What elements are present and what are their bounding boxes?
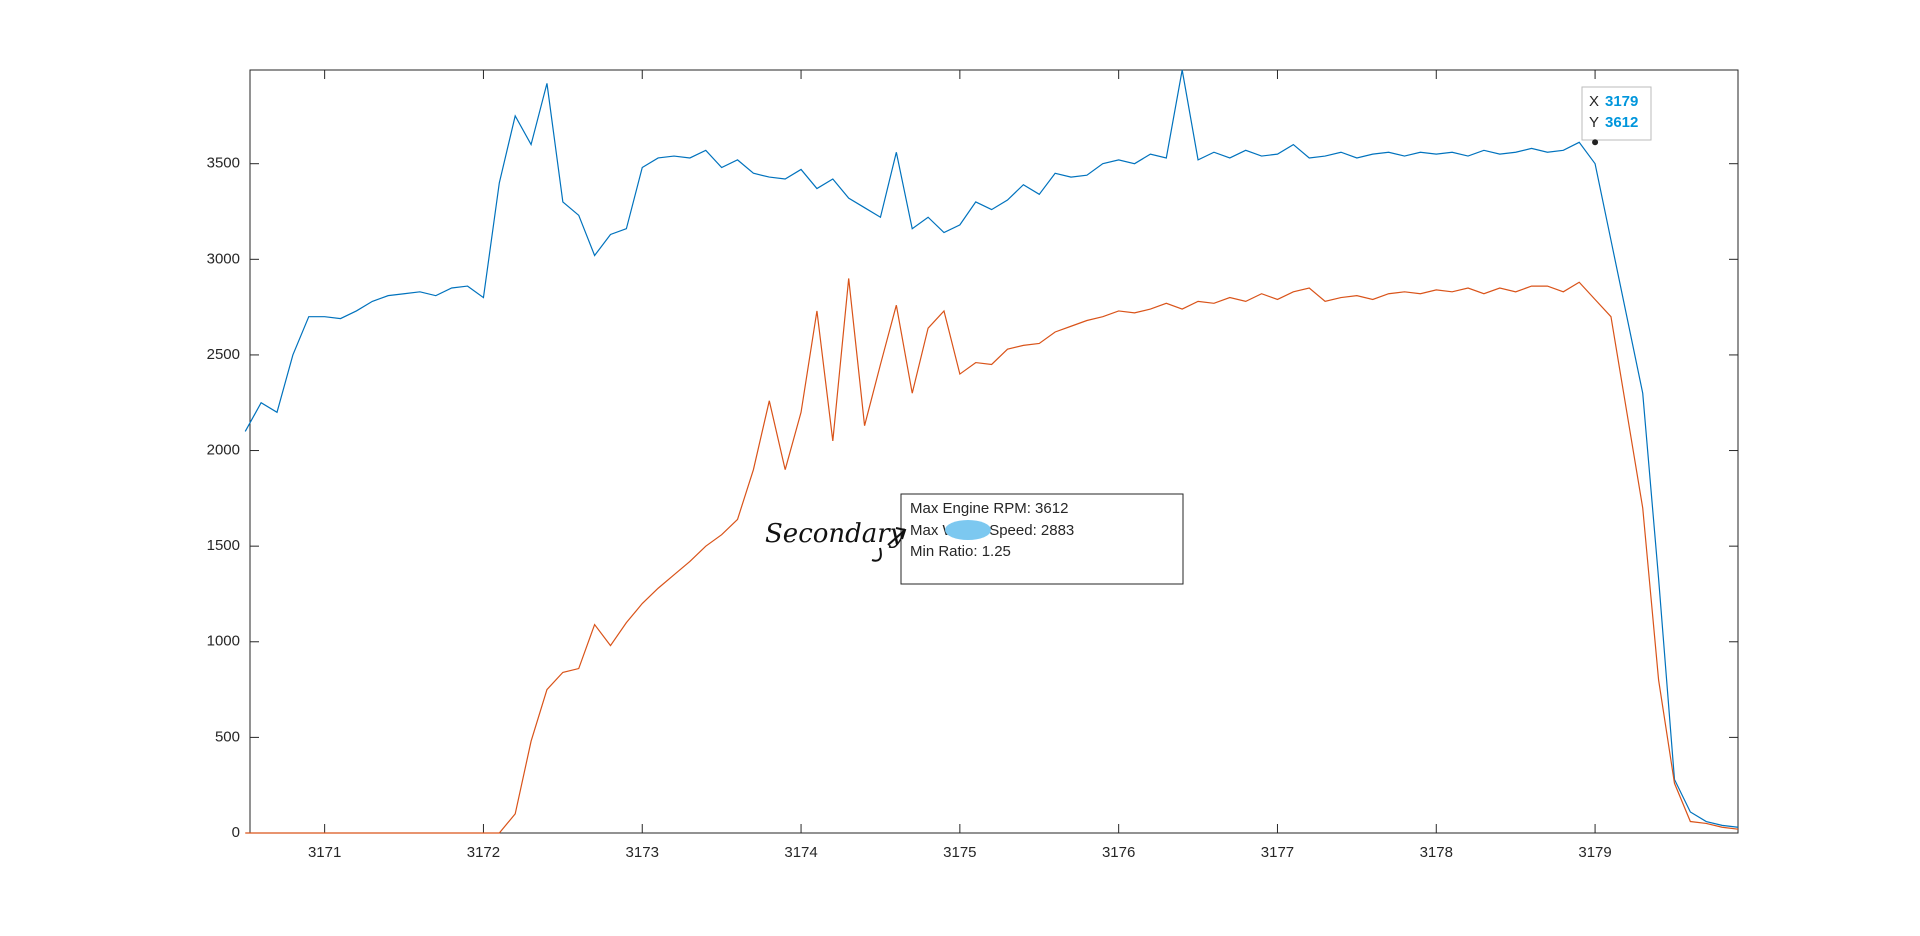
- plot-area: 3171 3172 3173 3174 3175 3176 3177 3178 3179 0 500…: [207, 69, 1739, 861]
- handwritten-note: Secondary: [765, 519, 905, 549]
- annotation-line: Max Engine RPM: 3612: [910, 500, 1068, 517]
- handwritten-arrow: [871, 527, 907, 562]
- x-tick-label: 3178: [1420, 844, 1453, 861]
- y-tick-label: 2500: [207, 346, 240, 363]
- x-tick-label: 3179: [1578, 844, 1611, 861]
- y-tick-label: 3500: [207, 155, 240, 172]
- annotation-box: [900, 493, 1184, 585]
- annotation-line: Min Ratio: 1.25: [910, 543, 1011, 560]
- datatip-value: 3179: [1605, 93, 1638, 110]
- annotation-line: Max Wheel Speed: 2883: [910, 522, 1074, 539]
- x-tick-label: 3173: [626, 844, 659, 861]
- redaction-blur: [945, 520, 991, 540]
- y-tick-label: 2000: [207, 442, 240, 459]
- datatip-label: Y: [1589, 114, 1599, 131]
- y-tick-label: 1500: [207, 537, 240, 554]
- x-tick-label: 3174: [784, 844, 817, 861]
- x-tick-label: 3175: [943, 844, 976, 861]
- datatip-box: [1581, 86, 1652, 141]
- y-tick-label: 1000: [207, 633, 240, 650]
- y-tick-label: 3000: [207, 250, 240, 267]
- plot-box: [249, 69, 1739, 834]
- datatip: X 3179 Y 3612: [1581, 86, 1652, 146]
- y-tick-label: 0: [232, 824, 240, 841]
- y-tick-label: 500: [215, 728, 240, 745]
- x-tick-label: 3171: [308, 844, 341, 861]
- datatip-marker: [1592, 139, 1599, 146]
- datatip-value: 3612: [1605, 114, 1638, 131]
- x-tick-label: 3177: [1261, 844, 1294, 861]
- series-line: [244, 69, 1739, 828]
- x-tick-label: 3172: [467, 844, 500, 861]
- series-line: [245, 278, 1739, 834]
- datatip-label: X: [1589, 93, 1599, 110]
- x-tick-label: 3176: [1102, 844, 1135, 861]
